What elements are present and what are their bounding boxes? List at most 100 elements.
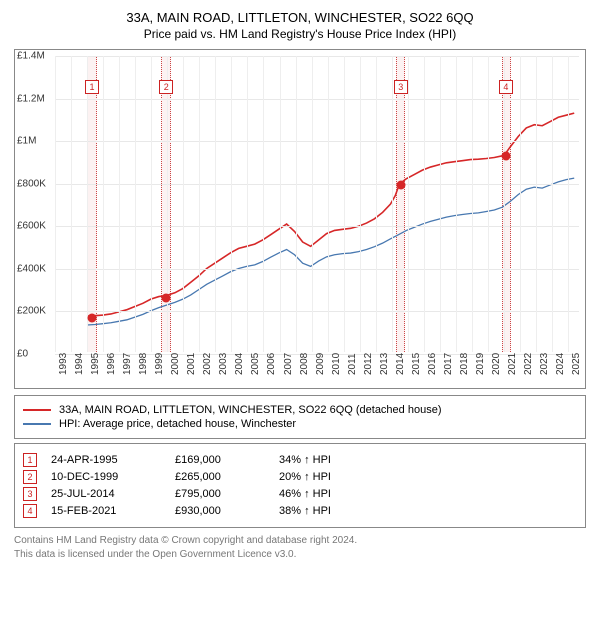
gridline-v [520,56,521,352]
gridline-v [167,56,168,352]
x-axis-label: 2022 [523,353,534,375]
x-axis-label: 2007 [283,353,294,375]
gridline-v [247,56,248,352]
legend-swatch-2 [23,423,51,425]
gridline-h [55,56,579,57]
x-axis-label: 2020 [491,353,502,375]
sale-marker-dot [88,314,97,323]
sale-pct-vs-hpi: 38% ↑ HPI [279,505,399,517]
sale-price: £930,000 [175,505,265,517]
x-axis-label: 2018 [459,353,470,375]
gridline-v [360,56,361,352]
sales-row: 124-APR-1995£169,00034% ↑ HPI [23,453,577,467]
sale-marker-box: 1 [85,80,99,94]
x-axis-label: 2010 [331,353,342,375]
x-axis-label: 1994 [74,353,85,375]
sale-marker-box: 4 [499,80,513,94]
x-axis-label: 2019 [475,353,486,375]
x-axis-label: 2003 [218,353,229,375]
sales-table: 124-APR-1995£169,00034% ↑ HPI210-DEC-199… [14,443,586,528]
gridline-v [55,56,56,352]
y-axis-label: £1M [17,136,36,147]
gridline-v [231,56,232,352]
x-axis-label: 2008 [299,353,310,375]
sale-marker-number: 3 [23,487,37,501]
x-axis-label: 2012 [363,353,374,375]
chart-container: 1234 £0£200K£400K£600K£800K£1M£1.2M£1.4M… [14,49,586,389]
gridline-v [296,56,297,352]
sale-marker-number: 1 [23,453,37,467]
gridline-v [568,56,569,352]
x-axis-label: 1999 [154,353,165,375]
gridline-h [55,141,579,142]
gridline-v [215,56,216,352]
y-axis-label: £800K [17,178,46,189]
legend-label-1: 33A, MAIN ROAD, LITTLETON, WINCHESTER, S… [59,404,441,416]
sale-marker-dot [501,152,510,161]
gridline-v [263,56,264,352]
gridline-v [119,56,120,352]
legend-item-2: HPI: Average price, detached house, Winc… [23,418,577,430]
legend: 33A, MAIN ROAD, LITTLETON, WINCHESTER, S… [14,395,586,439]
gridline-v [280,56,281,352]
x-axis-label: 2023 [539,353,550,375]
gridline-v [376,56,377,352]
x-axis-label: 1996 [106,353,117,375]
gridline-h [55,184,579,185]
line-svg [55,56,579,352]
footer-line-2: This data is licensed under the Open Gov… [14,548,586,562]
chart-subtitle: Price paid vs. HM Land Registry's House … [8,27,592,41]
x-axis-label: 2021 [507,353,518,375]
x-axis-label: 2009 [315,353,326,375]
y-axis-label: £0 [17,349,28,360]
sale-marker-dot [396,180,405,189]
gridline-v [456,56,457,352]
gridline-h [55,99,579,100]
gridline-v [440,56,441,352]
x-axis-label: 2004 [234,353,245,375]
footer-attribution: Contains HM Land Registry data © Crown c… [14,534,586,561]
x-axis-label: 2015 [411,353,422,375]
sale-date: 15-FEB-2021 [51,505,161,517]
sale-marker-dot [162,293,171,302]
gridline-v [312,56,313,352]
y-axis-label: £600K [17,221,46,232]
x-axis-label: 2014 [395,353,406,375]
sale-marker-box: 2 [159,80,173,94]
x-axis-label: 2000 [170,353,181,375]
gridline-v [488,56,489,352]
gridline-v [151,56,152,352]
sale-pct-vs-hpi: 34% ↑ HPI [279,454,399,466]
gridline-v [392,56,393,352]
legend-swatch-1 [23,409,51,411]
x-axis-label: 2001 [186,353,197,375]
gridline-v [552,56,553,352]
y-axis-label: £1.4M [17,51,45,62]
sale-marker-box: 3 [394,80,408,94]
x-axis-label: 2025 [571,353,582,375]
gridline-v [408,56,409,352]
gridline-v [87,56,88,352]
x-axis-label: 1995 [90,353,101,375]
x-axis-label: 1998 [138,353,149,375]
sale-pct-vs-hpi: 20% ↑ HPI [279,471,399,483]
sale-price: £265,000 [175,471,265,483]
sales-row: 415-FEB-2021£930,00038% ↑ HPI [23,504,577,518]
sale-price: £795,000 [175,488,265,500]
x-axis-label: 2006 [266,353,277,375]
sale-marker-number: 2 [23,470,37,484]
footer-line-1: Contains HM Land Registry data © Crown c… [14,534,586,548]
sales-row: 210-DEC-1999£265,00020% ↑ HPI [23,470,577,484]
legend-label-2: HPI: Average price, detached house, Winc… [59,418,296,430]
gridline-v [424,56,425,352]
x-axis-label: 2011 [347,353,358,375]
legend-item-1: 33A, MAIN ROAD, LITTLETON, WINCHESTER, S… [23,404,577,416]
gridline-v [504,56,505,352]
sale-date: 25-JUL-2014 [51,488,161,500]
chart-title: 33A, MAIN ROAD, LITTLETON, WINCHESTER, S… [8,10,592,25]
x-axis-label: 2013 [379,353,390,375]
x-axis-label: 1997 [122,353,133,375]
x-axis-label: 2005 [250,353,261,375]
gridline-v [344,56,345,352]
x-axis-label: 1993 [58,353,69,375]
